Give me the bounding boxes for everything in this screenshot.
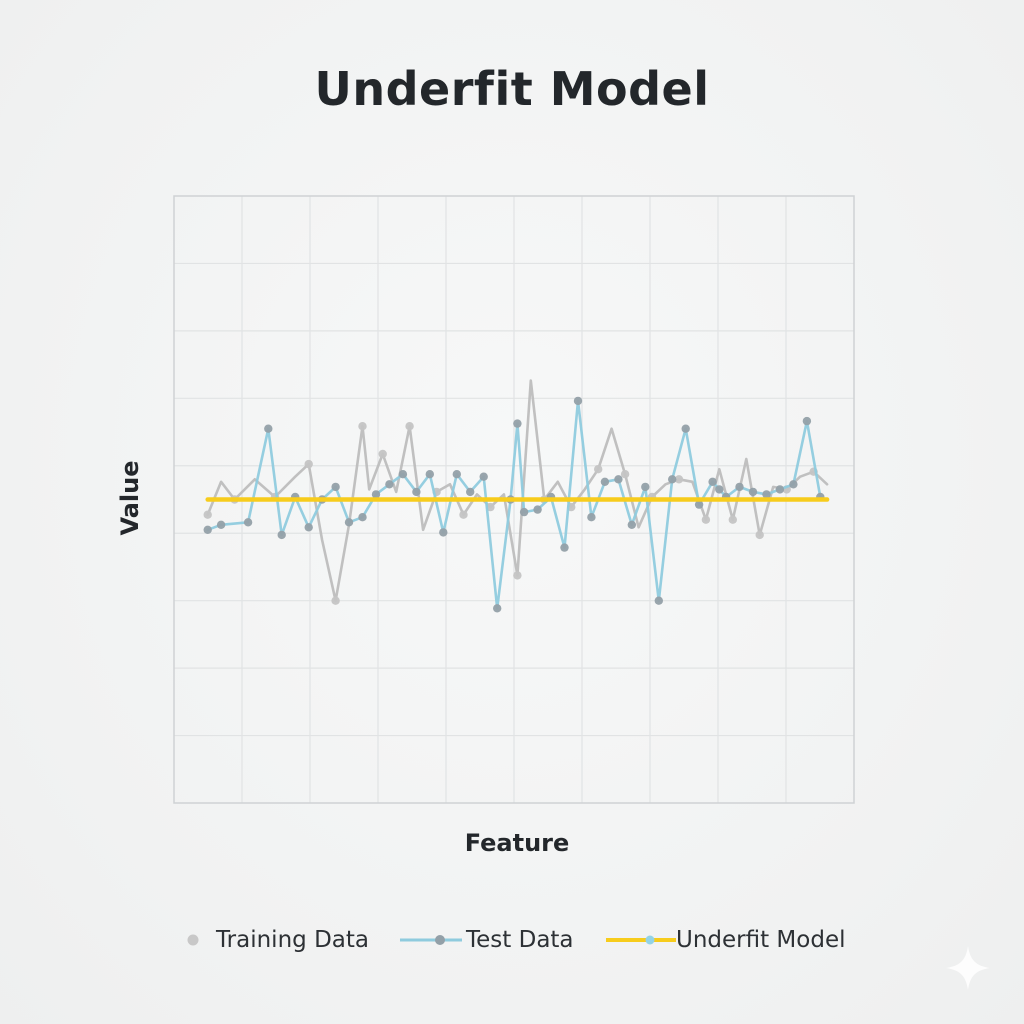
data-point-test-data [331,482,340,492]
grid-lines [174,196,854,803]
data-point-training-data [203,510,212,519]
data-point-test-data [762,490,771,499]
data-point-test-data [304,523,313,532]
data-point-test-data [412,487,421,497]
legend-label-training-data: Training Data [216,927,369,953]
data-point-test-data [748,487,758,497]
data-point-test-data [425,470,434,479]
legend-item-test-data: Test Data [400,922,574,958]
legend-label-underfit-model: Underfit Model [676,927,846,953]
series-group [203,379,830,613]
data-point-test-data [560,543,569,552]
data-point-training-data [331,596,340,605]
data-point-training-data [701,515,711,524]
legend-marker-test-data [400,922,466,958]
data-point-test-data [203,525,212,534]
data-point-test-data [654,596,663,605]
data-point-test-data [243,518,253,527]
data-point-training-data [304,459,313,469]
data-point-training-data [459,510,468,519]
data-point-test-data [627,520,636,529]
data-point-test-data [600,477,610,486]
legend-item-underfit-model: Underfit Model [606,922,846,958]
legend-item-training-data: Training Data [186,922,369,958]
data-point-training-data [594,465,603,474]
data-point-training-data [405,422,414,431]
x-axis-label: Feature [464,829,570,857]
data-point-test-data [371,490,381,499]
data-point-test-data [479,472,488,481]
data-point-test-data [344,518,354,527]
legend-marker-training-data [186,922,216,958]
data-point-test-data [466,487,475,497]
data-point-training-data [620,470,630,479]
plot-border [173,195,855,804]
data-point-test-data [694,500,704,509]
data-point-test-data [264,424,273,433]
data-point-test-data [385,480,394,489]
data-point-test-data [708,477,717,486]
data-point-test-data [668,475,677,484]
data-point-test-data [439,528,448,537]
data-point-test-data [277,530,286,540]
data-point-test-data [681,424,690,433]
data-point-test-data [398,470,408,479]
data-point-training-data [755,530,764,540]
plot-frame [173,195,855,804]
data-point-test-data [614,475,623,484]
data-point-training-data [674,475,684,484]
data-point-test-data [735,482,744,492]
legend-marker-underfit-model [606,922,676,958]
data-point-test-data [513,419,522,428]
data-point-test-data [216,520,226,529]
data-point-test-data [573,396,583,406]
data-point-test-data [715,485,724,494]
sparkle-icon [946,946,990,990]
data-point-test-data [789,480,798,489]
chart-title: Underfit Model [314,62,710,116]
data-point-test-data [452,470,461,479]
data-point-test-data [775,485,785,494]
data-point-test-data [641,482,650,492]
legend: Training Data Test Data Underfit Model [0,922,1024,958]
data-point-training-data [378,449,387,459]
data-point-test-data [358,513,367,522]
data-point-test-data [802,416,812,426]
data-point-test-data [533,505,542,514]
data-point-training-data [513,571,522,580]
data-point-training-data [358,422,367,431]
data-point-training-data [728,515,737,524]
data-point-test-data [493,604,502,613]
legend-label-test-data: Test Data [466,927,574,953]
y-axis-label: Value [116,460,144,536]
data-point-test-data [587,513,596,522]
data-point-test-data [519,507,529,517]
